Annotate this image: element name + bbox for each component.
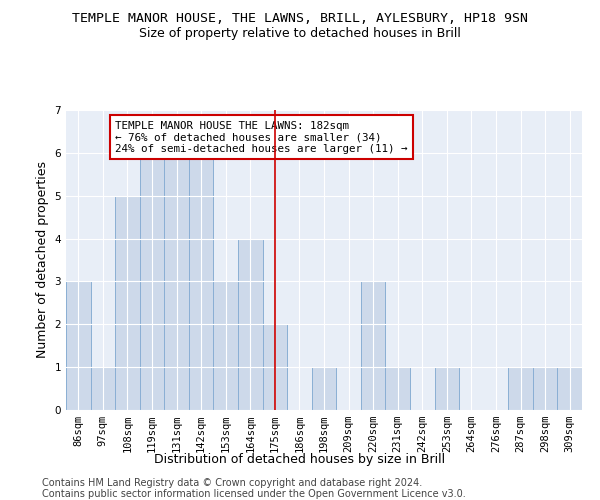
- Bar: [533, 367, 557, 410]
- Text: TEMPLE MANOR HOUSE, THE LAWNS, BRILL, AYLESBURY, HP18 9SN: TEMPLE MANOR HOUSE, THE LAWNS, BRILL, AY…: [72, 12, 528, 26]
- Text: Size of property relative to detached houses in Brill: Size of property relative to detached ho…: [139, 28, 461, 40]
- Bar: [214, 282, 238, 410]
- Y-axis label: Number of detached properties: Number of detached properties: [36, 162, 49, 358]
- Bar: [263, 324, 287, 410]
- Bar: [361, 282, 385, 410]
- Bar: [164, 153, 189, 410]
- Bar: [189, 153, 214, 410]
- Text: Contains public sector information licensed under the Open Government Licence v3: Contains public sector information licen…: [42, 489, 466, 499]
- Text: Distribution of detached houses by size in Brill: Distribution of detached houses by size …: [154, 452, 446, 466]
- Bar: [238, 238, 263, 410]
- Bar: [557, 367, 582, 410]
- Bar: [66, 282, 91, 410]
- Bar: [91, 367, 115, 410]
- Bar: [115, 196, 140, 410]
- Bar: [385, 367, 410, 410]
- Bar: [434, 367, 459, 410]
- Bar: [140, 153, 164, 410]
- Text: TEMPLE MANOR HOUSE THE LAWNS: 182sqm
← 76% of detached houses are smaller (34)
2: TEMPLE MANOR HOUSE THE LAWNS: 182sqm ← 7…: [115, 120, 407, 154]
- Bar: [312, 367, 336, 410]
- Bar: [508, 367, 533, 410]
- Text: Contains HM Land Registry data © Crown copyright and database right 2024.: Contains HM Land Registry data © Crown c…: [42, 478, 422, 488]
